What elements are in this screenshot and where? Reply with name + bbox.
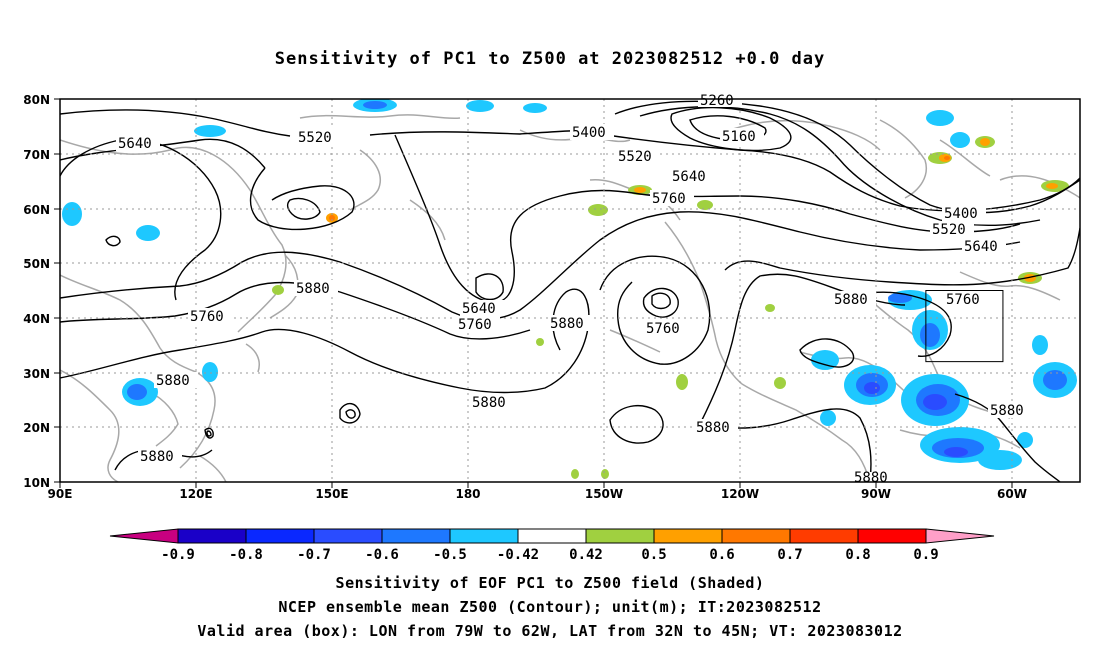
colorbar-label: 0.7 xyxy=(777,547,802,563)
colorbar-label: 0.9 xyxy=(913,547,938,563)
contour-label: 5880 xyxy=(140,449,174,465)
contour-label: 5160 xyxy=(722,129,756,145)
colorbar-swatch xyxy=(449,528,519,544)
lat-label: 70N xyxy=(23,148,50,162)
caption-shaded: Sensitivity of EOF PC1 to Z500 field (Sh… xyxy=(335,574,765,592)
z500-contours xyxy=(60,100,1080,482)
lat-label: 20N xyxy=(23,421,50,435)
contour-label: 5880 xyxy=(834,292,868,308)
colorbar-swatch xyxy=(857,528,927,544)
colorbar: -0.9 -0.8 -0.7 -0.6 -0.5 -0.42 0.42 0.5 0.6 0.7 0.… xyxy=(109,528,995,563)
contour-label: 5640 xyxy=(964,239,998,255)
lon-label: 90W xyxy=(861,487,891,501)
contour-label: 5640 xyxy=(672,169,706,185)
lat-label: 80N xyxy=(23,93,50,107)
lat-label: 60N xyxy=(23,203,50,217)
latitude-labels: 80N 70N 60N 50N 40N 30N 20N 10N xyxy=(23,93,50,490)
contour-label: 5520 xyxy=(932,222,966,238)
colorbar-swatch xyxy=(177,528,247,544)
colorbar-label: 0.5 xyxy=(641,547,666,563)
colorbar-swatch xyxy=(517,528,587,544)
colorbar-swatch xyxy=(721,528,791,544)
valid-area-box xyxy=(925,290,1004,363)
colorbar-swatch xyxy=(653,528,723,544)
lon-label: 120W xyxy=(721,487,759,501)
contour-label: 5520 xyxy=(298,130,332,146)
contour-label: 5880 xyxy=(296,281,330,297)
contour-labels: 5640 5520 5400 5260 5160 5520 5640 5760 … xyxy=(116,93,1032,486)
contour-label: 5400 xyxy=(572,125,606,141)
lon-label: 150E xyxy=(315,487,348,501)
lon-label: 150W xyxy=(585,487,623,501)
contour-label: 5520 xyxy=(618,149,652,165)
contour-label: 5400 xyxy=(944,206,978,222)
map-title: Sensitivity of PC1 to Z500 at 2023082512… xyxy=(274,49,826,69)
axis-ticks xyxy=(54,98,1013,488)
contour-label: 5880 xyxy=(156,373,190,389)
plot-area xyxy=(60,99,1080,482)
plot-frame xyxy=(59,98,1081,483)
colorbar-arrow-low xyxy=(109,528,179,544)
colorbar-swatch xyxy=(245,528,315,544)
contour-label: 5880 xyxy=(696,420,730,436)
contour-label: 5760 xyxy=(646,321,680,337)
contour-label: 5760 xyxy=(652,191,686,207)
contour-label: 5760 xyxy=(946,292,980,308)
colorbar-label: 0.42 xyxy=(569,547,603,563)
colorbar-swatch xyxy=(585,528,655,544)
colorbar-label: -0.9 xyxy=(161,547,195,563)
colorbar-swatch xyxy=(789,528,859,544)
contour-label: 5640 xyxy=(462,301,496,317)
contour-label: 5760 xyxy=(458,317,492,333)
colorbar-label: -0.8 xyxy=(229,547,263,563)
colorbar-label: -0.5 xyxy=(433,547,467,563)
caption-contour: NCEP ensemble mean Z500 (Contour); unit(… xyxy=(278,598,822,616)
contour-label: 5880 xyxy=(550,316,584,332)
lat-label: 30N xyxy=(23,367,50,381)
lon-label: 90E xyxy=(48,487,73,501)
contour-label: 5880 xyxy=(854,470,888,486)
contour-label: 5880 xyxy=(990,403,1024,419)
colorbar-label: 0.8 xyxy=(845,547,870,563)
shaded-sensitivity xyxy=(62,99,1077,479)
colorbar-arrow-high xyxy=(925,528,995,544)
lat-label: 40N xyxy=(23,312,50,326)
colorbar-label: -0.42 xyxy=(497,547,539,563)
lat-label: 50N xyxy=(23,257,50,271)
lat-label: 10N xyxy=(23,476,50,490)
colorbar-label: 0.6 xyxy=(709,547,734,563)
colorbar-swatch xyxy=(381,528,451,544)
lon-label: 180 xyxy=(455,487,480,501)
caption-valid-area: Valid area (box): LON from 79W to 62W, L… xyxy=(197,622,903,640)
lon-label: 60W xyxy=(997,487,1027,501)
colorbar-label: -0.6 xyxy=(365,547,399,563)
contour-label: 5260 xyxy=(700,93,734,109)
colorbar-label: -0.7 xyxy=(297,547,331,563)
colorbar-swatch xyxy=(313,528,383,544)
contour-label: 5880 xyxy=(472,395,506,411)
longitude-labels: 90E 120E 150E 180 150W 120W 90W 60W xyxy=(48,487,1027,501)
contour-label: 5760 xyxy=(190,309,224,325)
lon-label: 120E xyxy=(179,487,212,501)
contour-label: 5640 xyxy=(118,136,152,152)
